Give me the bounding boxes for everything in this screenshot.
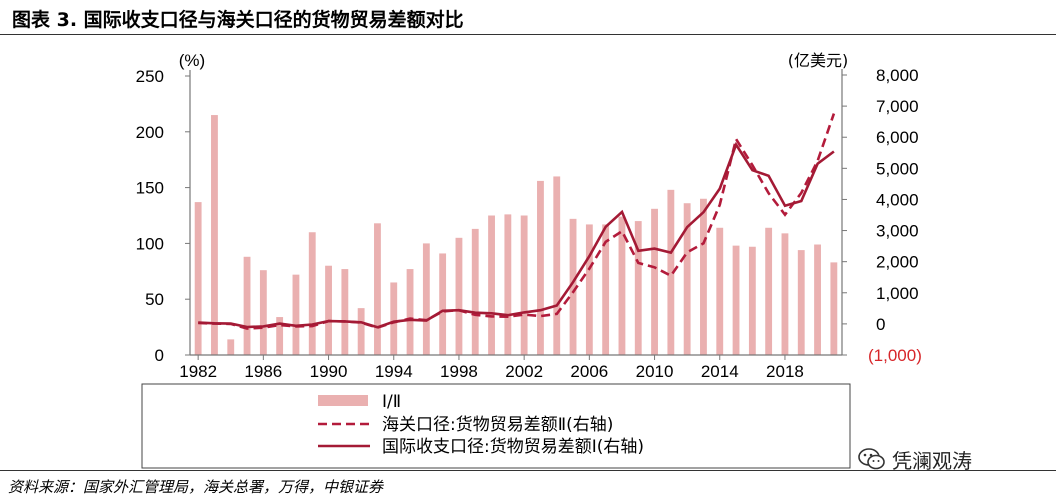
left-tick-label: 150 xyxy=(136,179,164,198)
bar xyxy=(325,265,332,355)
right-tick-label: 2,000 xyxy=(876,253,919,272)
bar xyxy=(488,215,495,355)
bar xyxy=(781,233,789,355)
left-axis-unit: (%) xyxy=(179,51,205,70)
bar xyxy=(374,223,381,355)
bar xyxy=(797,250,805,355)
legend: Ⅰ/Ⅱ 海关口径:货物贸易差额Ⅱ(右轴)国际收支口径:货物贸易差额Ⅰ(右轴) xyxy=(141,383,851,469)
bar xyxy=(308,232,316,355)
x-tick-label: 2014 xyxy=(701,362,739,381)
right-tick-label: 3,000 xyxy=(876,222,919,241)
right-tick-label: 4,000 xyxy=(876,190,919,209)
bar-series xyxy=(194,115,838,355)
line-series xyxy=(198,113,836,330)
bar xyxy=(634,221,642,355)
bar xyxy=(390,282,398,355)
bar xyxy=(765,227,773,355)
x-tick-label: 1986 xyxy=(244,362,282,381)
bar xyxy=(716,227,724,355)
x-tick-label: 1990 xyxy=(310,362,348,381)
x-tick-label: 2006 xyxy=(570,362,608,381)
bar xyxy=(259,270,267,355)
legend-box xyxy=(141,383,851,469)
watermark: 凭澜观涛 xyxy=(858,444,972,474)
bar xyxy=(683,203,691,355)
right-tick-label: 5,000 xyxy=(876,159,919,178)
bar xyxy=(814,244,821,355)
left-tick-label: 100 xyxy=(136,234,164,253)
bar xyxy=(585,224,593,355)
series-line-bop xyxy=(198,141,835,329)
bar xyxy=(618,216,626,355)
bar xyxy=(194,202,202,355)
left-tick-label: 0 xyxy=(155,346,164,365)
bar xyxy=(569,218,577,355)
legend-bop-label: 国际收支口径:货物贸易差额Ⅰ(右轴) xyxy=(382,437,644,457)
bar xyxy=(651,208,658,355)
bar xyxy=(504,214,512,355)
bar xyxy=(422,243,430,355)
bar xyxy=(537,180,544,355)
bar xyxy=(748,246,756,355)
bar xyxy=(243,256,251,355)
right-tick-label: 1,000 xyxy=(876,284,919,303)
bar xyxy=(520,215,528,355)
legend-bar-label: Ⅰ/Ⅱ xyxy=(382,392,401,412)
bar xyxy=(471,228,479,355)
right-tick-label: 6,000 xyxy=(876,128,919,147)
right-tick-label: 7,000 xyxy=(876,97,919,116)
x-tick-label: 2002 xyxy=(505,362,543,381)
bar xyxy=(227,339,235,355)
title-bar: 图表 3. 国际收支口径与海关口径的货物贸易差额对比 xyxy=(0,0,1056,35)
bar xyxy=(602,224,610,355)
bar xyxy=(439,253,447,355)
right-axis-unit: (亿美元) xyxy=(788,51,849,70)
divider xyxy=(0,470,1056,471)
bar xyxy=(667,189,675,355)
bar xyxy=(732,245,740,355)
bar xyxy=(341,269,349,355)
left-tick-label: 250 xyxy=(136,67,164,86)
bar xyxy=(276,317,284,355)
x-tick-label: 1994 xyxy=(375,362,413,381)
right-tick-label: 0 xyxy=(876,315,885,334)
right-tick-label: (1,000) xyxy=(868,346,922,365)
bar xyxy=(211,115,218,355)
wechat-icon xyxy=(858,448,885,470)
source-note: 资料来源：国家外汇管理局，海关总署，万得，中银证券 xyxy=(8,478,384,496)
right-tick-label: 8,000 xyxy=(876,66,919,85)
watermark-text: 凭澜观涛 xyxy=(892,448,972,473)
left-tick-label: 200 xyxy=(136,123,164,142)
bar xyxy=(406,269,414,355)
x-tick-label: 2018 xyxy=(766,362,804,381)
bar xyxy=(455,237,463,355)
bar xyxy=(292,274,300,355)
bar xyxy=(700,198,707,355)
x-tick-label: 1998 xyxy=(440,362,478,381)
bar xyxy=(553,176,561,355)
tick-labels: 0 50 100 150 200 250 (%) (1,000) 0 1,000 2,000 3,00… xyxy=(136,51,922,381)
chart-title: 图表 3. 国际收支口径与海关口径的货物贸易差额对比 xyxy=(12,9,464,31)
legend-customs-label: 海关口径:货物贸易差额Ⅱ(右轴) xyxy=(382,415,613,435)
x-tick-label: 1982 xyxy=(179,362,217,381)
x-tick-label: 2010 xyxy=(636,362,674,381)
axes xyxy=(185,69,847,360)
bar xyxy=(830,262,838,355)
legend-bar-swatch xyxy=(318,395,368,406)
left-tick-label: 50 xyxy=(145,290,164,309)
bar xyxy=(357,308,365,355)
